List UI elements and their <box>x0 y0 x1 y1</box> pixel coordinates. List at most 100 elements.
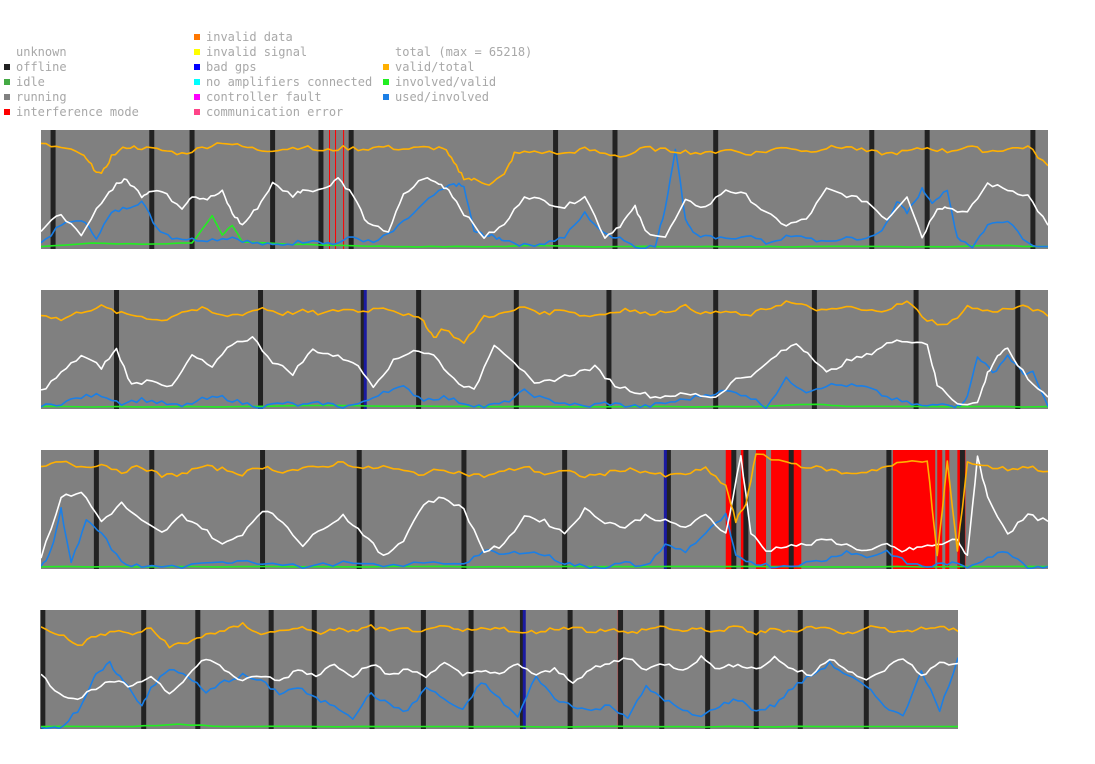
offline-band <box>811 290 817 409</box>
legend-item: involved/valid <box>383 75 496 90</box>
legend-item: running <box>4 90 67 105</box>
offline-band <box>924 130 930 249</box>
offline-band <box>863 610 869 729</box>
offline-band <box>360 290 366 409</box>
offline-band <box>268 610 274 729</box>
offline-band <box>189 130 195 249</box>
offline-band <box>612 130 618 249</box>
offline-band <box>369 610 375 729</box>
offline-band <box>468 610 474 729</box>
legend-item: controller fault <box>194 90 322 105</box>
bad-gps-band <box>663 450 667 569</box>
legend-label: no amplifiers connected <box>206 75 373 89</box>
legend-label: involved/valid <box>395 75 497 89</box>
legend-label: idle <box>16 75 45 89</box>
interference-band <box>329 130 331 249</box>
legend-item: offline <box>4 60 67 75</box>
offline-band <box>260 450 266 569</box>
offline-band <box>258 290 264 409</box>
offline-band <box>311 610 317 729</box>
involved-valid-line <box>41 565 1048 568</box>
legend-item: total (max = 65218) <box>383 45 532 60</box>
legend-label: interference mode <box>16 105 139 119</box>
offline-band <box>797 610 803 729</box>
legend-label: controller fault <box>206 90 322 104</box>
offline-band <box>1015 290 1021 409</box>
legend-item: communication error <box>194 105 343 120</box>
offline-band <box>519 610 525 729</box>
legend-label: communication error <box>206 105 344 119</box>
offline-band <box>705 610 711 729</box>
legend-swatch <box>4 79 10 85</box>
legend-swatch <box>383 64 389 70</box>
offline-band <box>713 130 719 249</box>
legend-item: valid/total <box>383 60 474 75</box>
total-line <box>41 454 1048 559</box>
valid-total-line <box>41 142 1048 186</box>
chart-panel-2 <box>41 290 1048 409</box>
legend-swatch <box>4 109 10 115</box>
involved-valid-line <box>41 723 958 728</box>
offline-band <box>606 290 612 409</box>
offline-band <box>731 450 737 569</box>
used-involved-line <box>41 148 1048 249</box>
offline-band <box>659 610 665 729</box>
offline-band <box>513 290 519 409</box>
offline-band <box>348 130 354 249</box>
offline-band <box>788 450 794 569</box>
legend-label: invalid signal <box>206 45 308 59</box>
used-involved-line <box>41 657 958 729</box>
used-involved-line <box>41 354 1048 409</box>
legend-swatch <box>194 34 200 40</box>
interference-band <box>937 450 943 569</box>
bad-gps-band <box>363 290 367 409</box>
legend-item: invalid signal <box>194 45 307 60</box>
chart-panel-1 <box>41 130 1048 249</box>
legend-item: unknown <box>4 45 67 60</box>
valid-total-line <box>41 621 958 649</box>
total-line <box>41 177 1048 239</box>
legend-swatch <box>383 94 389 100</box>
legend-label: invalid data <box>206 30 293 44</box>
total-line <box>41 335 1048 406</box>
legend: unknown offline idle running interference mo… <box>0 30 1095 125</box>
offline-band <box>567 610 573 729</box>
offline-band <box>420 610 426 729</box>
offline-band <box>270 130 276 249</box>
legend-swatch <box>4 64 10 70</box>
legend-swatch <box>4 94 10 100</box>
offline-band <box>665 450 671 569</box>
legend-swatch <box>194 49 200 55</box>
offline-band <box>1030 130 1036 249</box>
interference-band <box>335 130 337 249</box>
involved-valid-line <box>41 403 1048 408</box>
offline-band <box>416 290 422 409</box>
legend-swatch <box>194 109 200 115</box>
offline-band <box>149 130 155 249</box>
interference-band <box>892 450 936 569</box>
offline-band <box>93 450 99 569</box>
offline-band <box>562 450 568 569</box>
legend-label: total (max = 65218) <box>395 45 533 59</box>
offline-band <box>743 450 749 569</box>
legend-item: used/involved <box>383 90 489 105</box>
legend-swatch <box>194 79 200 85</box>
offline-band <box>913 290 919 409</box>
offline-band <box>713 290 719 409</box>
panel-background-running <box>41 130 1048 249</box>
used-involved-line <box>41 506 1048 569</box>
legend-item: invalid data <box>194 30 293 45</box>
offline-band <box>869 130 875 249</box>
offline-band <box>753 610 759 729</box>
legend-label: offline <box>16 60 67 74</box>
legend-swatch <box>194 94 200 100</box>
bad-gps-band <box>522 610 526 729</box>
interference-band <box>755 450 767 569</box>
chart-panel-4 <box>40 610 958 729</box>
offline-band <box>141 610 147 729</box>
legend-item: idle <box>4 75 45 90</box>
legend-swatch <box>383 79 389 85</box>
legend-swatch <box>194 64 200 70</box>
legend-item: interference mode <box>4 105 139 120</box>
